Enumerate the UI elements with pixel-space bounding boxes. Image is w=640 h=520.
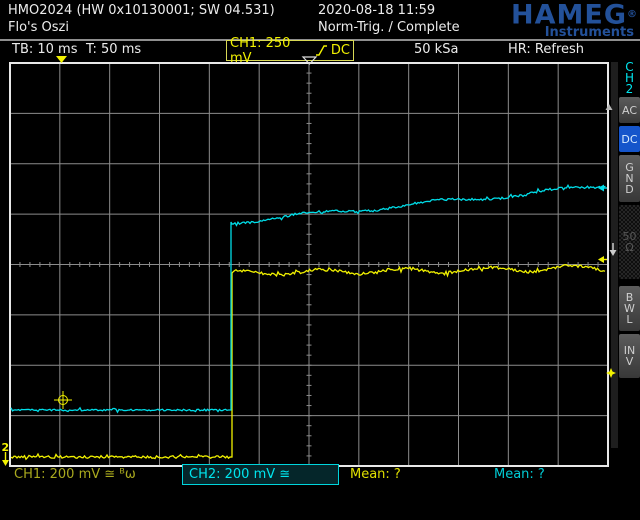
ch2-offscreen-marker — [2, 460, 9, 466]
menu-channel-label: CH2 — [624, 60, 635, 96]
trigger-time-readout: T: 50 ms — [86, 42, 142, 57]
menu-button-label: AC — [621, 103, 637, 117]
device-model: HMO2024 (HW 0x10130001; SW 04.531) — [8, 3, 275, 18]
menu-button-gnd[interactable]: GND — [619, 155, 640, 202]
rising-edge-icon — [315, 45, 327, 56]
level-pin-marker — [609, 250, 617, 256]
trigger-status: Norm-Trig. / Complete — [318, 20, 460, 35]
trigger-time-marker[interactable] — [56, 56, 67, 63]
ch2-readout: CH2: 200 mV ≅ — [189, 467, 291, 482]
trigger-coupling-label: DC — [330, 43, 350, 58]
marker-star[interactable] — [606, 368, 616, 378]
ch2-readout-box[interactable]: CH2: 200 mV ≅ — [182, 464, 339, 485]
menu-button-bwl[interactable]: BWL — [619, 286, 640, 331]
timebase-readout: TB: 10 ms — [12, 42, 78, 57]
menu-button-label: BWL — [624, 291, 635, 326]
menu-button-inv[interactable]: INV — [619, 334, 640, 378]
ch1-mean-readout: Mean: ? — [350, 467, 401, 482]
level-indicator-strip — [611, 62, 618, 448]
trigger-source-box[interactable]: CH1: 250 mV DC — [226, 36, 354, 66]
menu-button-label: GND — [625, 161, 634, 196]
brand-subtitle: Instruments — [544, 25, 634, 41]
datetime: 2020-08-18 11:59 — [318, 3, 436, 18]
channel-menu: AC DC GND 50Ω BWL INV — [619, 97, 640, 381]
trace-ch2 — [10, 183, 606, 414]
trigger-position-marker[interactable] — [301, 56, 318, 65]
ch2-level-arrow[interactable] — [598, 184, 604, 192]
menu-button-label: INV — [623, 344, 636, 368]
acquisition-mode-readout: HR: Refresh — [508, 42, 585, 57]
menu-button-label: 50Ω — [622, 230, 637, 254]
trace-ch1 — [10, 264, 606, 461]
sample-rate-readout: 50 kSa — [414, 42, 459, 57]
hameg-logo: HAMEG® Instruments — [448, 0, 638, 41]
device-name: Flo's Oszi — [8, 20, 69, 35]
brand-text: HAMEG — [511, 0, 627, 31]
menu-button-dc[interactable]: DC — [619, 126, 640, 152]
registered-mark: ® — [627, 9, 638, 20]
ch1-trigger-level-arrow[interactable] — [598, 256, 604, 263]
menu-button-label: DC — [621, 132, 638, 146]
scroll-up-marker[interactable] — [605, 104, 613, 110]
trigger-channel-label: CH1: 250 mV — [230, 35, 291, 66]
menu-button-50ω[interactable]: 50Ω — [619, 205, 640, 279]
menu-button-ac[interactable]: AC — [619, 97, 640, 123]
ch1-readout[interactable]: CH1: 200 mV ≅ ᴮω — [14, 467, 136, 482]
ch2-offscreen-marker[interactable]: 2 — [2, 441, 10, 454]
ch2-mean-readout: Mean: ? — [494, 467, 545, 482]
